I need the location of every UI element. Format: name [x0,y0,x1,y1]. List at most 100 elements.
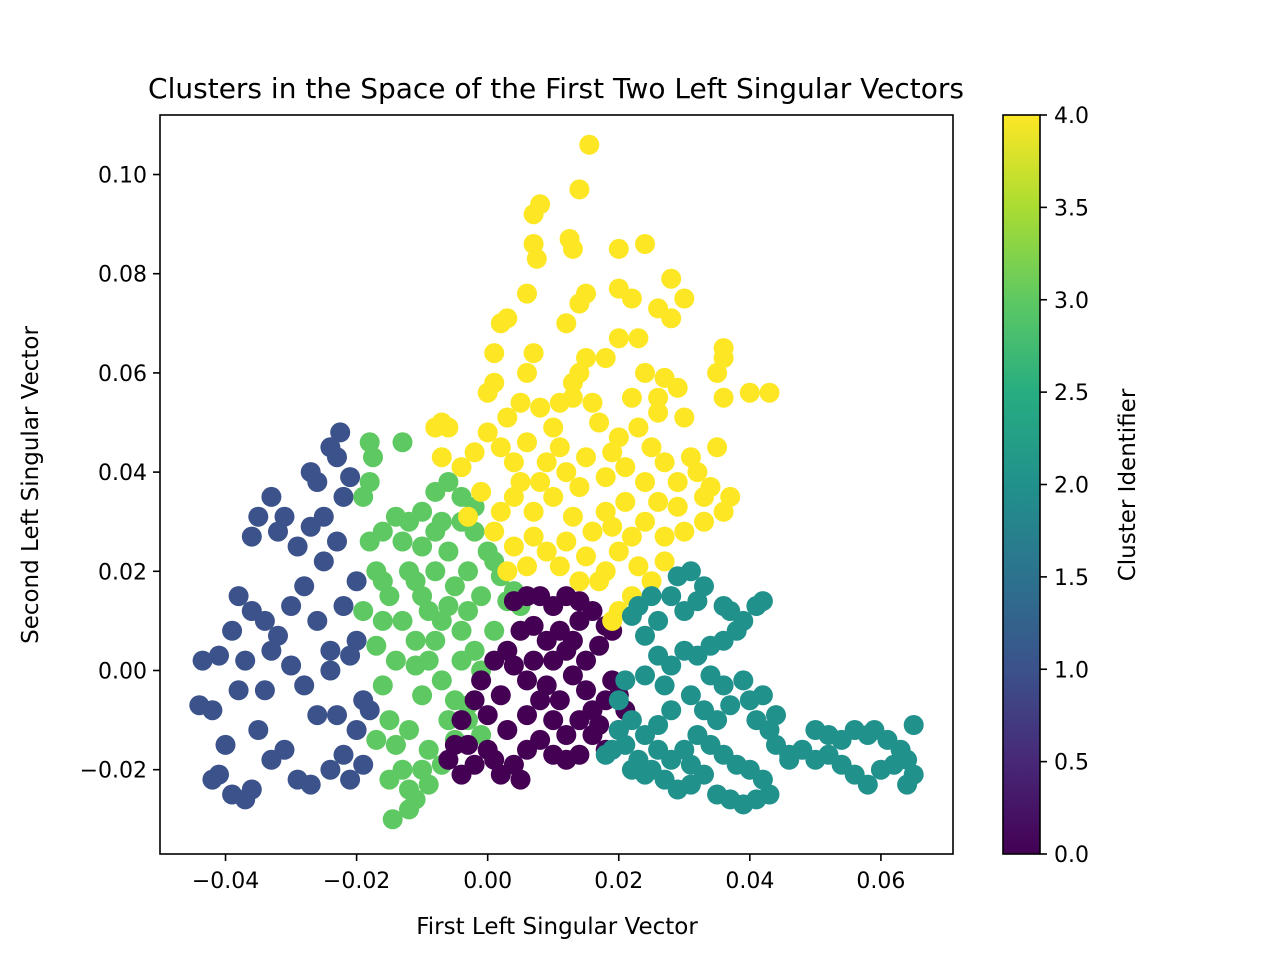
data-point-cluster-0 [471,670,492,691]
data-point-cluster-1 [330,422,351,443]
data-point-cluster-1 [241,526,262,547]
data-point-cluster-4 [569,477,590,497]
data-point-cluster-1 [248,720,269,740]
data-point-cluster-0 [589,715,610,735]
data-point-cluster-2 [805,749,826,770]
data-point-cluster-3 [385,650,406,671]
data-point-cluster-4 [536,452,557,473]
colorbar-tick-label: 2.0 [1054,474,1089,499]
data-point-cluster-0 [503,655,524,676]
colorbar-tick-label: 2.5 [1054,381,1089,406]
data-point-cluster-4 [674,521,695,542]
data-point-cluster-4 [654,526,675,547]
data-point-cluster-2 [654,675,675,696]
data-point-cluster-0 [490,685,511,706]
data-point-cluster-0 [543,710,564,731]
data-point-cluster-0 [477,705,498,726]
data-point-cluster-4 [641,571,662,592]
data-point-cluster-4 [471,481,492,502]
data-point-cluster-2 [648,610,669,631]
data-point-cluster-4 [674,288,695,309]
data-point-cluster-4 [569,293,590,314]
y-tick-label: 0.04 [98,461,147,486]
data-point-cluster-4 [530,397,551,418]
data-point-cluster-4 [635,234,655,254]
data-point-cluster-3 [363,447,383,468]
data-point-cluster-3 [425,561,446,582]
data-point-cluster-4 [759,382,780,403]
data-point-cluster-3 [366,729,387,750]
data-point-cluster-3 [379,769,400,790]
data-point-cluster-4 [654,452,675,473]
data-point-cluster-2 [680,754,701,775]
data-point-cluster-2 [621,759,642,780]
data-point-cluster-3 [392,432,413,453]
data-point-cluster-0 [562,665,583,686]
data-point-cluster-3 [392,610,413,631]
data-point-cluster-0 [464,754,485,775]
data-point-cluster-4 [549,556,570,577]
data-point-cluster-4 [517,362,537,383]
data-point-cluster-2 [615,670,636,691]
data-point-cluster-4 [490,437,511,458]
data-points [189,134,924,830]
data-point-cluster-0 [549,690,570,711]
data-point-cluster-3 [412,685,433,706]
data-point-cluster-4 [595,501,616,522]
y-tick-label: 0.00 [98,659,147,684]
data-point-cluster-3 [451,650,472,671]
data-point-cluster-4 [648,387,669,408]
data-point-cluster-4 [621,288,642,309]
data-point-cluster-1 [254,680,275,701]
data-point-cluster-4 [582,521,603,542]
data-point-cluster-2 [661,586,682,607]
data-point-cluster-4 [477,382,498,403]
data-point-cluster-4 [562,506,583,527]
data-point-cluster-1 [327,447,347,468]
data-point-cluster-3 [484,620,505,641]
data-point-cluster-2 [635,625,655,646]
data-point-cluster-1 [340,467,361,488]
data-point-cluster-4 [543,486,564,507]
data-point-cluster-3 [385,734,406,755]
y-tick-label: −0.02 [80,759,147,784]
data-point-cluster-1 [333,744,354,765]
data-point-cluster-4 [556,462,577,483]
data-point-cluster-4 [523,343,544,364]
data-point-cluster-2 [621,605,642,626]
data-point-cluster-4 [562,372,583,393]
data-point-cluster-4 [628,328,649,349]
data-point-cluster-0 [543,650,564,671]
data-point-cluster-4 [556,313,577,334]
colorbar-tick-label: 3.0 [1054,289,1089,314]
colorbar-tick-label: 3.5 [1054,196,1089,221]
data-point-cluster-4 [536,541,557,562]
data-point-cluster-0 [556,725,577,745]
data-point-cluster-4 [602,610,623,631]
colorbar-tick-label: 1.0 [1054,658,1089,683]
data-point-cluster-4 [530,472,551,492]
data-point-cluster-2 [635,665,655,686]
data-point-cluster-4 [576,447,596,468]
data-point-cluster-4 [484,343,505,364]
data-point-cluster-4 [739,382,760,403]
x-axis-ticks: −0.04 −0.02 0.00 0.02 0.04 0.06 [192,854,905,894]
data-point-cluster-1 [228,586,249,607]
data-point-cluster-4 [458,506,478,527]
data-point-cluster-2 [595,744,616,765]
data-point-cluster-0 [510,769,531,790]
data-point-cluster-1 [340,645,361,666]
data-point-cluster-1 [235,650,256,671]
data-point-cluster-4 [667,496,688,517]
y-tick-label: 0.02 [98,560,147,585]
data-point-cluster-1 [202,769,223,790]
data-point-cluster-3 [399,799,419,820]
data-point-cluster-2 [674,640,695,661]
data-point-cluster-0 [438,749,459,770]
data-point-cluster-1 [320,640,341,661]
data-point-cluster-4 [628,417,649,438]
data-point-cluster-4 [523,204,544,225]
data-point-cluster-4 [510,392,531,413]
data-point-cluster-4 [661,268,682,289]
